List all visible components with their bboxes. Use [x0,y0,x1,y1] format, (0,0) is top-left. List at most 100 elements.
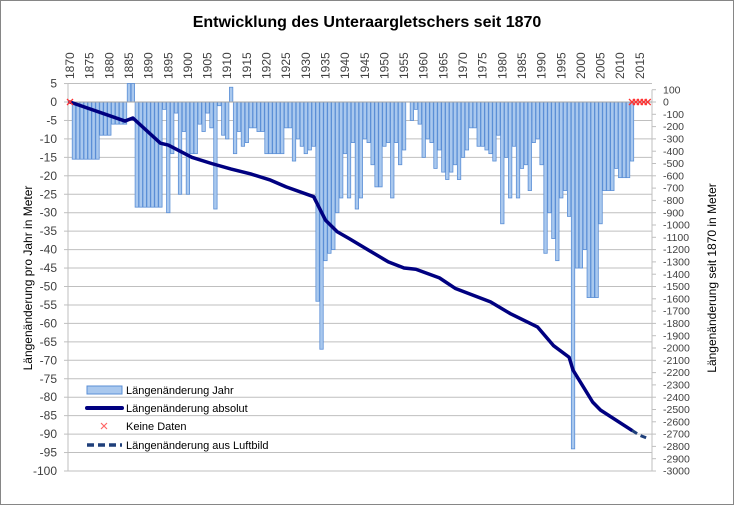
bar-1885 [126,83,132,103]
bar-1882 [115,101,120,125]
bar-1968 [453,101,458,166]
bar-1890 [146,101,151,208]
bar-1927 [291,101,297,162]
x-tick-label: 1910 [220,52,234,79]
bar-1908 [217,101,222,107]
bars-annual [71,83,635,450]
bar-1930 [303,101,308,155]
legend-marker-x-icon [100,422,108,430]
x-tick-label: 1905 [201,52,215,79]
bar-2002 [586,101,591,298]
bar-2005 [598,101,603,225]
bar-1889 [142,101,147,208]
x-tick-label: 2000 [574,52,588,79]
y-right-tick-label: -2500 [663,404,690,416]
y-right-tick-label: -1800 [663,318,690,330]
bar-2001 [582,101,587,251]
x-tick-label: 1985 [515,52,529,79]
x-tick-label: 1915 [240,52,254,79]
bar-1970 [460,101,466,158]
bar-1995 [559,101,564,199]
y-right-tick-label: -2600 [663,416,690,428]
x-tick-label: 2010 [613,52,627,79]
x-tick-labels: 1870 1875 1880 1885 1890 1895 1900 1905 1910 1915… [63,52,647,79]
y-right-tick-label: -2400 [663,392,690,404]
y-left-tick-label: -45 [40,261,58,275]
y-left-tick-label: -20 [40,169,58,183]
x-tick-label: 1900 [181,52,195,79]
y-left-tick-label: -25 [40,187,58,201]
x-tick-label: 1940 [338,52,352,79]
y-left-tick-label: -60 [40,316,58,330]
y-right-tick-label: -2900 [663,453,690,465]
bar-2008 [610,101,615,191]
bar-1934 [319,101,324,350]
y-right-tick-label: -2800 [663,441,690,453]
bar-1961 [425,101,430,140]
x-tick-label: 1875 [83,52,97,79]
x-tick-label: 2005 [594,52,608,79]
legend: Längenänderung Jahr Längenänderung absol… [85,385,269,452]
no-data-marker-1870 [66,98,74,106]
bar-2003 [590,101,595,298]
x-tick-label: 2015 [633,52,647,79]
y-right-tick-label: 0 [663,97,669,109]
y-right-tick-label: -1400 [663,269,690,281]
bar-1949 [378,101,383,188]
bar-1917 [252,101,257,129]
y-left-tick-label: -15 [40,150,58,164]
bar-1950 [382,101,387,147]
bar-1993 [551,101,556,239]
bar-1959 [417,101,422,125]
bar-1986 [523,101,528,166]
bar-1999 [574,101,580,269]
legend-label-annual: Längenänderung Jahr [126,385,234,397]
axes [64,83,656,472]
bar-1891 [150,101,155,208]
bar-1939 [339,101,344,199]
y-right-tick-label: -500 [663,158,684,170]
y-right-tick-label: -1900 [663,330,690,342]
bar-1886 [130,83,135,103]
bar-1982 [508,101,513,199]
bar-2013 [629,101,635,162]
bar-1923 [276,101,281,155]
y-left-tick-label: -90 [40,427,58,441]
bar-1932 [311,101,316,147]
bar-1947 [370,101,375,166]
no-data-marker-2017 [644,98,652,106]
bar-1966 [445,101,450,180]
y-right-tick-label: -300 [663,134,684,146]
y-left-tick-label: -40 [40,243,58,257]
bar-1981 [504,101,509,158]
line-aerial-dashed [631,429,649,440]
y-left-tick-label: -70 [40,353,58,367]
y-right-tick-label: -1600 [663,293,690,305]
bar-1971 [464,101,470,151]
bar-1893 [158,101,163,208]
bar-1913 [236,101,242,132]
bar-2010 [618,101,623,179]
bar-2009 [614,101,619,169]
bar-1940 [342,101,348,155]
x-tick-label: 1990 [535,52,549,79]
bar-1954 [398,101,403,166]
y-right-tick-label: -100 [663,109,684,121]
x-tick-label: 1930 [299,52,313,79]
y-right-tick-label: -1200 [663,244,690,256]
bar-1975 [480,101,485,147]
x-tick-label: 1945 [358,52,372,79]
bar-1894 [162,101,167,110]
bar-1931 [307,101,312,151]
x-tick-label: 1890 [142,52,156,79]
y-left-tick-label: -35 [40,224,58,238]
y-left-tick-label: 0 [50,95,57,109]
bar-2000 [578,101,584,269]
bar-1898 [177,101,183,195]
x-tick-label: 1960 [417,52,431,79]
bar-1928 [295,101,301,140]
bar-1991 [543,101,548,254]
bar-2004 [594,101,599,298]
y-right-tick-label: -3000 [663,466,690,478]
